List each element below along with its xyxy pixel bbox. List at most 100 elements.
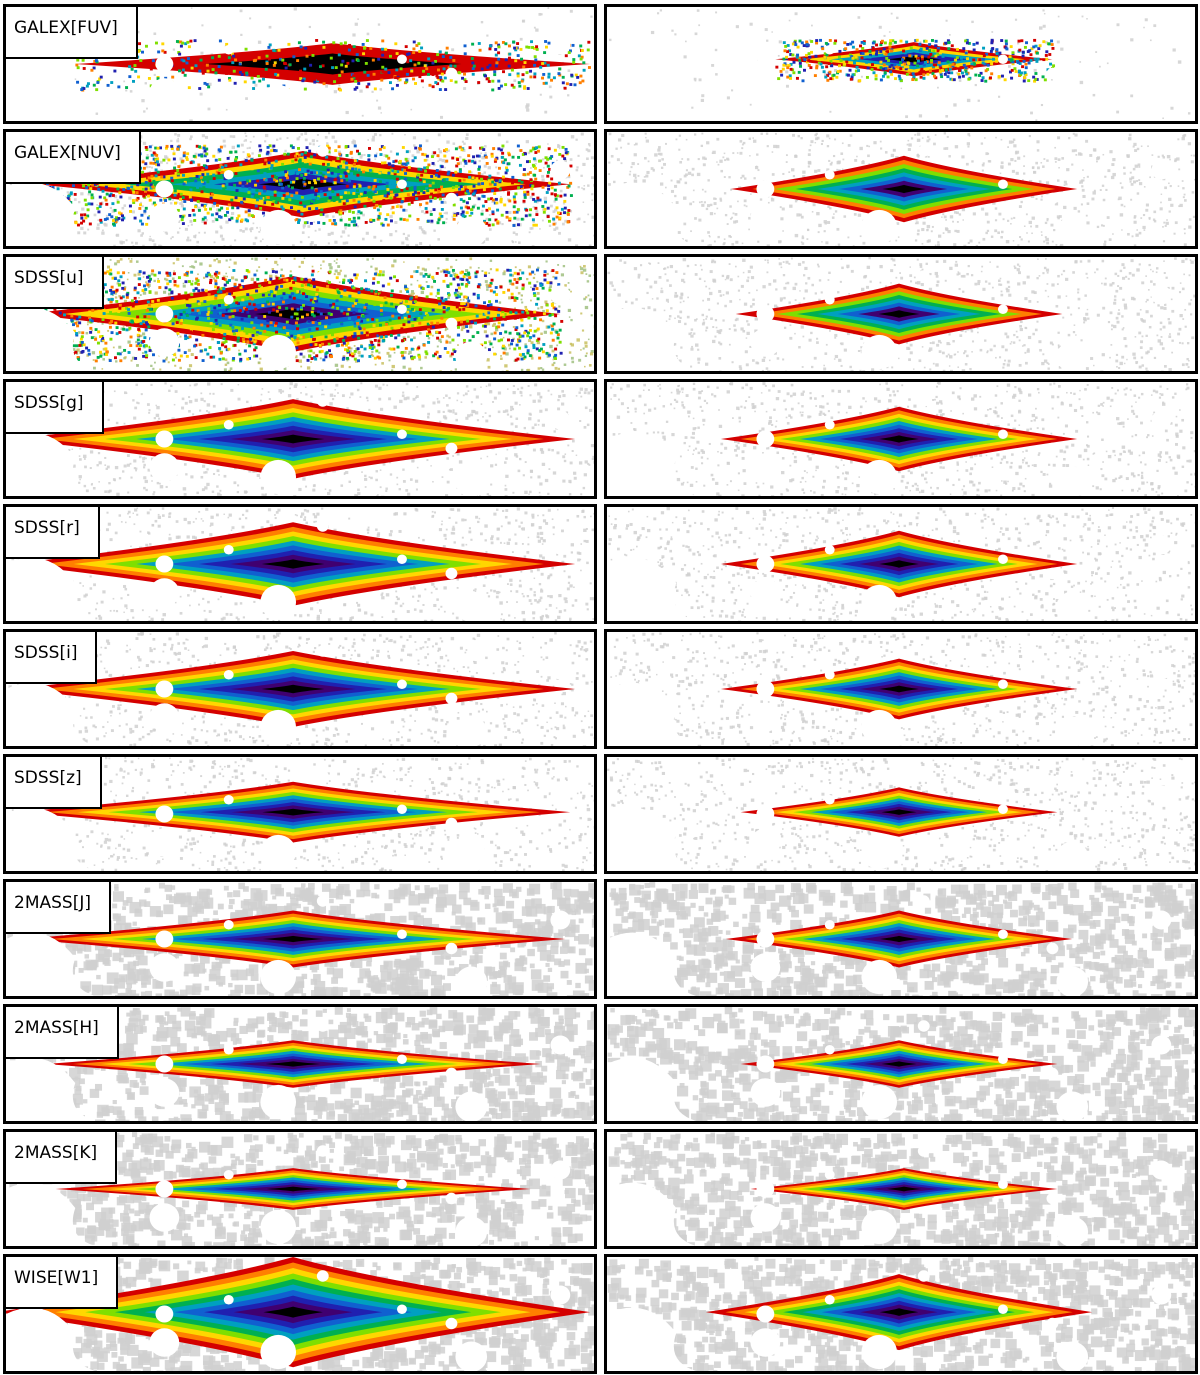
- masked-star: [917, 520, 930, 532]
- masked-star: [445, 567, 458, 580]
- masked-star: [756, 180, 775, 198]
- masked-star: [155, 305, 174, 323]
- isophote-level: [261, 434, 325, 444]
- masked-star: [455, 1091, 488, 1121]
- galaxy-image: [6, 757, 594, 871]
- masked-star: [1151, 535, 1172, 555]
- observed-image-panel: GALEX[FUV]: [3, 4, 597, 124]
- masked-star: [1151, 160, 1172, 180]
- masked-star: [917, 1270, 930, 1282]
- masked-star: [445, 817, 458, 830]
- masked-star: [1046, 817, 1059, 830]
- masked-star: [455, 1216, 488, 1246]
- galaxy-image: [6, 1257, 594, 1371]
- masked-star: [1046, 567, 1059, 580]
- observed-image-panel: SDSS[u]: [3, 254, 597, 374]
- masked-star: [756, 1180, 775, 1198]
- isophote-level: [263, 1306, 323, 1318]
- masked-star: [155, 430, 174, 448]
- masked-star: [550, 285, 571, 305]
- masked-star: [445, 692, 458, 705]
- galaxy-image: [6, 7, 594, 121]
- masked-star: [149, 78, 180, 107]
- masked-star: [316, 145, 329, 157]
- masked-star: [861, 584, 898, 620]
- masked-star: [750, 1203, 781, 1232]
- galaxy-image: [607, 1257, 1195, 1371]
- masked-star: [998, 804, 1008, 814]
- masked-star: [149, 1328, 180, 1357]
- masked-star: [998, 1054, 1008, 1064]
- masked-star: [455, 966, 488, 996]
- model-image-panel: [604, 254, 1198, 374]
- isophote-level: [262, 808, 324, 816]
- band-label: SDSS[z]: [6, 757, 102, 809]
- masked-star: [861, 84, 898, 120]
- masked-star: [223, 170, 234, 180]
- masked-star: [861, 1209, 898, 1245]
- masked-star: [1151, 285, 1172, 305]
- band-label: 2MASS[H]: [6, 1007, 119, 1059]
- masked-star: [397, 804, 407, 814]
- model-image-panel: [604, 754, 1198, 874]
- masked-star: [750, 1078, 781, 1107]
- masked-star: [1056, 1091, 1089, 1121]
- galaxy-image: [6, 257, 594, 371]
- galaxy-image: [607, 1007, 1195, 1121]
- masked-star: [223, 1045, 234, 1055]
- masked-star: [223, 295, 234, 305]
- masked-star: [397, 1304, 407, 1314]
- masked-star: [1046, 692, 1059, 705]
- masked-star: [756, 805, 775, 823]
- band-label: SDSS[i]: [6, 632, 98, 684]
- masked-star: [445, 67, 458, 80]
- masked-star: [756, 555, 775, 573]
- masked-star: [223, 795, 234, 805]
- isophote-level: [203, 53, 462, 75]
- masked-star: [1056, 341, 1089, 371]
- masked-star: [1056, 841, 1089, 871]
- masked-star: [550, 910, 571, 930]
- masked-star: [917, 645, 930, 657]
- band-label: GALEX[FUV]: [6, 7, 138, 59]
- isophote-level: [881, 1061, 917, 1067]
- galaxy-image: [607, 257, 1195, 371]
- masked-star: [149, 1078, 180, 1107]
- masked-star: [260, 459, 297, 495]
- masked-star: [1151, 1035, 1172, 1055]
- masked-star: [917, 145, 930, 157]
- masked-star: [455, 1341, 488, 1371]
- masked-star: [1056, 591, 1089, 621]
- model-image-panel: [604, 504, 1198, 624]
- masked-star: [223, 420, 234, 430]
- masked-star: [155, 1180, 174, 1198]
- masked-star: [550, 785, 571, 805]
- masked-star: [750, 203, 781, 232]
- masked-star: [455, 91, 488, 121]
- masked-star: [1056, 216, 1089, 246]
- masked-star: [998, 54, 1008, 64]
- band-label: SDSS[u]: [6, 257, 104, 309]
- masked-star: [1046, 1192, 1059, 1205]
- masked-star: [756, 55, 775, 73]
- masked-star: [917, 1020, 930, 1032]
- masked-star: [824, 45, 835, 55]
- masked-star: [1151, 660, 1172, 680]
- masked-star: [155, 1305, 174, 1323]
- masked-star: [445, 942, 458, 955]
- masked-star: [223, 1295, 234, 1305]
- masked-star: [397, 1179, 407, 1189]
- isophote-level: [886, 55, 942, 63]
- galaxy-image: [607, 1132, 1195, 1246]
- galaxy-image: [607, 382, 1195, 496]
- masked-star: [998, 1179, 1008, 1189]
- masked-star: [155, 180, 174, 198]
- masked-star: [316, 395, 329, 407]
- masked-star: [750, 703, 781, 732]
- masked-star: [550, 35, 571, 55]
- masked-star: [260, 834, 297, 870]
- masked-star: [155, 55, 174, 73]
- masked-star: [998, 679, 1008, 689]
- isophote-level: [879, 1308, 919, 1316]
